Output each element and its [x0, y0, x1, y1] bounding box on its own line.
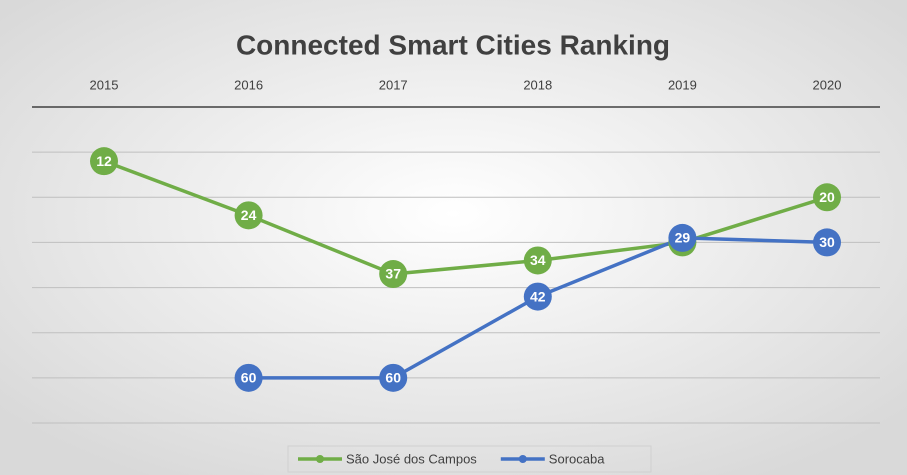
data-label: 30 [819, 234, 835, 250]
data-label: 29 [675, 230, 691, 246]
legend-label: Sorocaba [549, 451, 605, 466]
data-point [813, 183, 841, 212]
data-point [668, 223, 697, 252]
legend-box [287, 445, 652, 473]
data-point [523, 246, 552, 275]
chart-title: Connected Smart Cities Ranking [236, 29, 670, 60]
data-label: 60 [385, 370, 401, 386]
x-tick-label: 2018 [523, 77, 552, 92]
data-point [234, 201, 263, 230]
data-point [90, 147, 118, 176]
data-label: 12 [96, 153, 112, 169]
series-line [103, 159, 828, 276]
x-tick-label: 2020 [813, 77, 842, 92]
legend-marker [316, 455, 324, 463]
x-tick-label: 2019 [668, 77, 697, 92]
data-label: 24 [241, 207, 257, 223]
data-point [523, 282, 552, 311]
data-point [813, 228, 841, 257]
x-tick-label: 2015 [90, 77, 119, 92]
data-label: 20 [819, 189, 835, 205]
data-label: 60 [241, 370, 257, 386]
data-label: 37 [385, 266, 401, 282]
x-tick-label: 2017 [379, 77, 408, 92]
data-point [379, 260, 408, 289]
data-point [234, 363, 263, 392]
legend-label: São José dos Campos [346, 451, 477, 466]
data-point [379, 363, 408, 392]
data-label: 34 [530, 252, 546, 268]
x-tick-label: 2016 [234, 77, 263, 92]
data-label: 42 [530, 288, 546, 304]
legend-marker [518, 455, 527, 463]
